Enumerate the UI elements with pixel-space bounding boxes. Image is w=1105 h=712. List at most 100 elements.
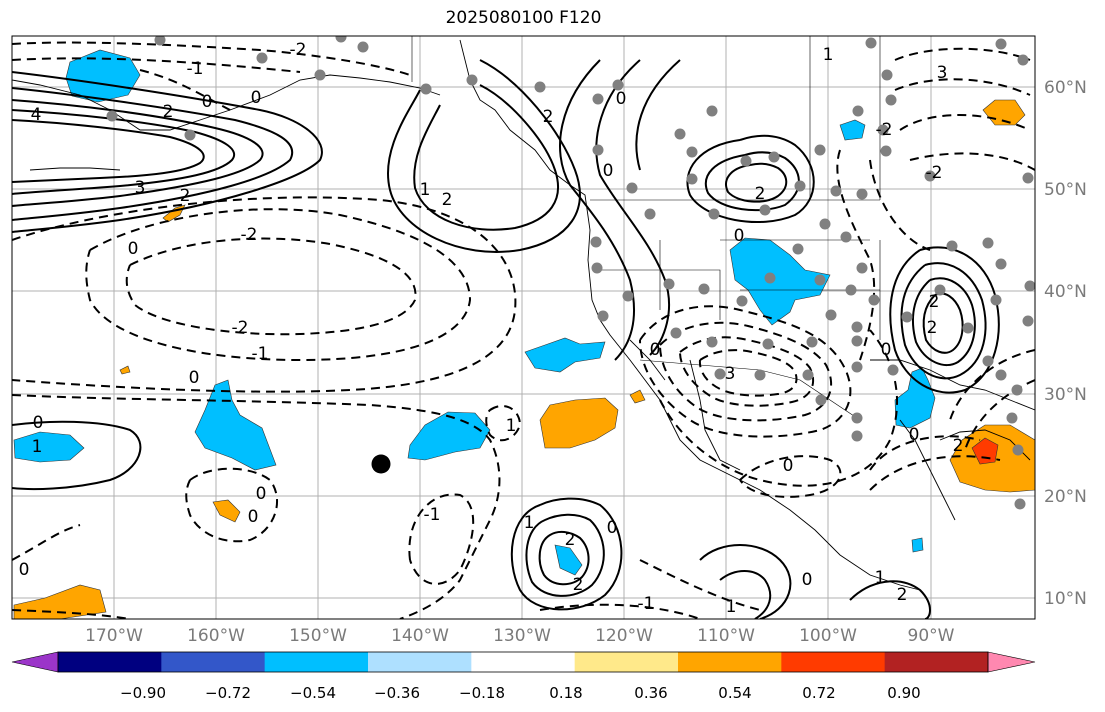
contour-label: 0 — [603, 161, 614, 181]
negative-region-west-pacific — [13, 431, 85, 463]
contour-label: 1 — [524, 513, 535, 533]
map-frame — [11, 35, 1036, 620]
contour-label: 2 — [897, 585, 908, 605]
contour-label: 0 — [189, 368, 200, 388]
contour-label: 0 — [33, 413, 44, 433]
contour-label: 4 — [31, 105, 42, 125]
colorbar-extend-high — [987, 651, 1036, 673]
colorbar-tick-label: −0.90 — [120, 684, 166, 702]
negative-region-central-pacific — [194, 379, 277, 471]
contour-label: 1 — [420, 180, 431, 200]
shaded-regions — [13, 49, 1035, 619]
longitude-label-160w: 160°W — [187, 626, 245, 646]
colorbar-segment — [58, 652, 162, 672]
contour-label: 3 — [135, 178, 146, 198]
colorbar-tick-label: 0.36 — [634, 684, 668, 702]
contour-label: 3 — [937, 63, 948, 83]
latitude-label-30n: 30°N — [1044, 385, 1087, 405]
colorbar-tick-label: −0.36 — [374, 684, 420, 702]
contour-label: -2 — [241, 225, 258, 245]
colorbar-segment — [161, 652, 266, 672]
contour-label: 0 — [607, 518, 618, 538]
contour-label: 0 — [802, 570, 813, 590]
longitude-label-110w: 110°W — [697, 626, 755, 646]
colorbar-tick-label: −0.18 — [459, 684, 505, 702]
colorbar-tick-label: 0.54 — [718, 684, 752, 702]
contour-label: 0 — [128, 239, 139, 259]
contour-label: 2 — [953, 436, 964, 456]
contour-label: 2 — [163, 102, 174, 122]
negative-region-canada — [839, 119, 866, 141]
latitude-label-20n: 20°N — [1044, 487, 1087, 507]
positive-region-small-pacific — [212, 499, 241, 523]
map-plot-area: -2 1 -1 0 0 3 4 2 2 0 -2 3 2 1 2 0 2 -2 … — [12, 36, 1035, 619]
contour-label: 0 — [909, 425, 920, 445]
contour-label: 2 — [755, 184, 766, 204]
contours-negative — [12, 41, 1035, 619]
contour-label: 0 — [881, 340, 892, 360]
contour-label: 0 — [248, 507, 259, 527]
colorbar-tick-label: 0.90 — [887, 684, 921, 702]
contour-label: 2 — [927, 318, 938, 338]
colorbar-segment — [884, 652, 989, 672]
latitude-label-40n: 40°N — [1044, 282, 1087, 302]
contour-label: 2 — [180, 186, 191, 206]
contour-label: 1 — [506, 416, 517, 436]
contour-labels: -2 1 -1 0 0 3 4 2 2 0 -2 3 2 1 2 0 2 -2 … — [19, 40, 964, 617]
contour-label: -2 — [290, 40, 307, 60]
negative-region-baja-offshore — [524, 337, 606, 373]
contour-label: 0 — [256, 484, 267, 504]
colorbar-segment — [368, 652, 472, 672]
longitude-label-90w: 90°W — [907, 626, 955, 646]
contour-label: 0 — [19, 560, 30, 580]
longitude-label-100w: 100°W — [799, 626, 857, 646]
colorbar-extend-low — [11, 651, 59, 673]
contour-label: 1 — [32, 437, 43, 457]
positive-region-tropical-west — [13, 584, 107, 619]
contour-label: 2 — [573, 575, 584, 595]
contour-label: 2 — [929, 292, 940, 312]
negative-region-southwest-us — [729, 237, 831, 326]
contour-label: -1 — [638, 594, 655, 614]
contour-label: 0 — [616, 89, 627, 109]
contour-label: 1 — [823, 45, 834, 65]
map-title: 2025080100 F120 — [445, 8, 602, 28]
colorbar — [11, 651, 1036, 673]
longitude-label-140w: 140°W — [391, 626, 449, 646]
contour-label: 0 — [650, 340, 661, 360]
contour-label: -1 — [252, 344, 269, 364]
colorbar-tick-label: −0.72 — [205, 684, 251, 702]
contour-label: 1 — [726, 597, 737, 617]
contour-label: -2 — [876, 120, 893, 140]
positive-region-mexico — [629, 389, 646, 404]
colorbar-segment — [574, 652, 679, 672]
positive-region-california-offshore — [539, 397, 619, 449]
contour-label: -1 — [187, 59, 204, 79]
positive-region-hawaii-west — [119, 365, 131, 375]
map-background — [12, 36, 1035, 619]
longitude-label-150w: 150°W — [289, 626, 347, 646]
gridlines — [12, 36, 1035, 619]
contour-label: -1 — [424, 505, 441, 525]
negative-region-central-america — [911, 537, 924, 553]
contours-positive — [12, 59, 1000, 619]
contour-label: 1 — [875, 568, 886, 588]
contour-label: 0 — [783, 456, 794, 476]
contour-label: 2 — [565, 530, 576, 550]
contour-label: 3 — [725, 364, 736, 384]
station-markers — [106, 36, 1035, 510]
latitude-label-10n: 10°N — [1044, 589, 1087, 609]
strong-positive-region-caribbean — [971, 437, 999, 465]
latitude-label-50n: 50°N — [1044, 180, 1087, 200]
contour-label: 0 — [734, 226, 745, 246]
negative-region-east-pacific — [407, 411, 491, 461]
contour-label: -2 — [232, 318, 249, 338]
contour-label: 2 — [543, 107, 554, 127]
colorbar-segment — [781, 652, 886, 672]
contour-label: 2 — [442, 190, 453, 210]
colorbar-tick-label: −0.54 — [290, 684, 336, 702]
colorbar-segment — [678, 652, 782, 672]
colorbar-tick-label: 0.18 — [549, 684, 583, 702]
political-borders — [411, 36, 881, 421]
